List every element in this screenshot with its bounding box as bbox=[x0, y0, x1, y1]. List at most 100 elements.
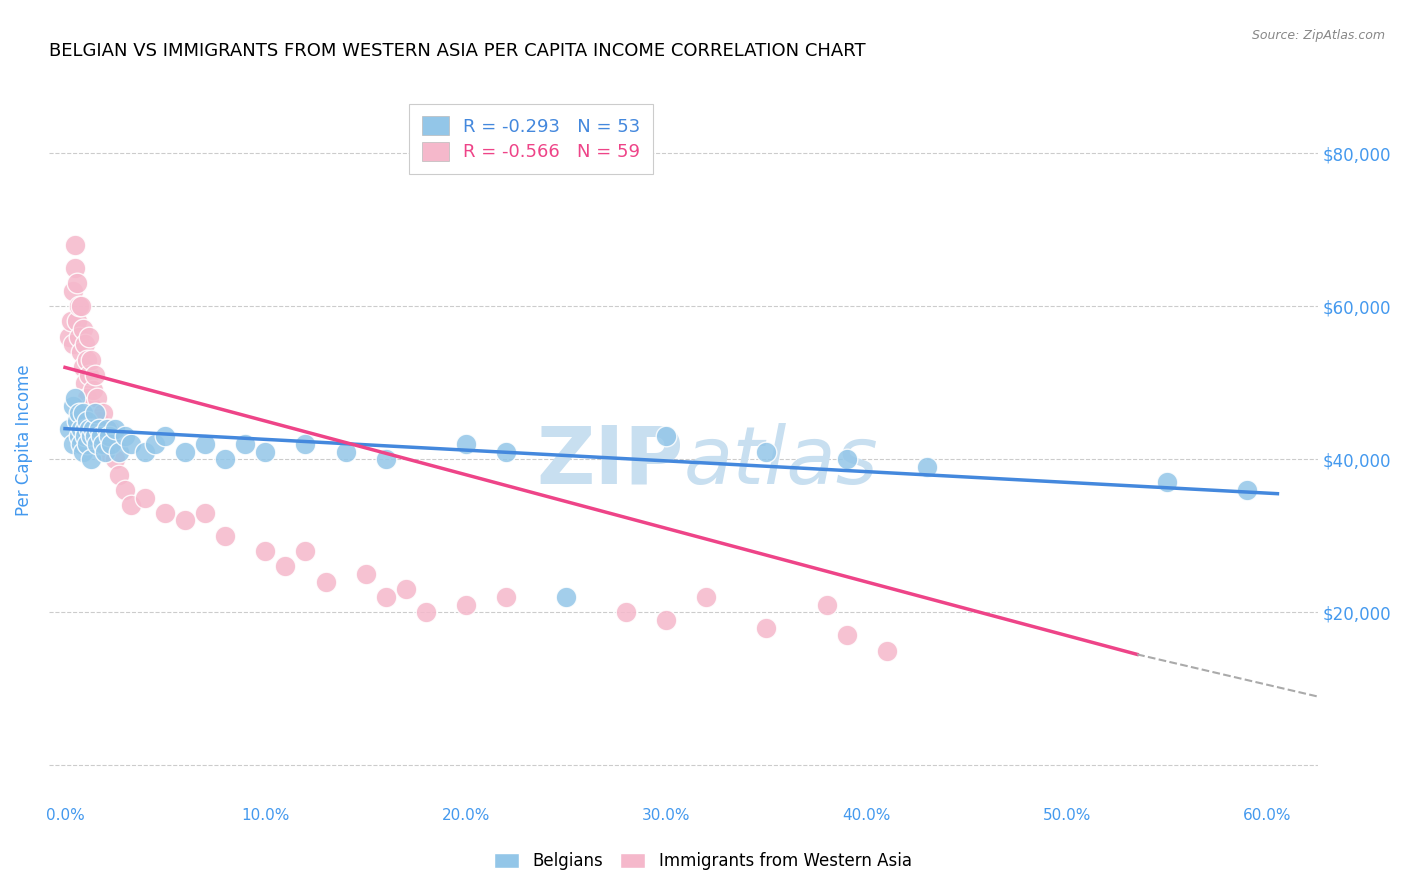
Point bbox=[58, 422, 80, 436]
Point bbox=[77, 422, 100, 436]
Point bbox=[72, 322, 94, 336]
Point bbox=[72, 406, 94, 420]
Point bbox=[76, 414, 98, 428]
Point bbox=[835, 628, 858, 642]
Point bbox=[274, 559, 297, 574]
Point bbox=[415, 605, 437, 619]
Point bbox=[454, 598, 477, 612]
Point bbox=[174, 513, 197, 527]
Point bbox=[62, 337, 84, 351]
Point bbox=[174, 444, 197, 458]
Point bbox=[915, 459, 938, 474]
Point bbox=[87, 422, 110, 436]
Point bbox=[1156, 475, 1178, 490]
Point bbox=[815, 598, 838, 612]
Point bbox=[395, 582, 418, 597]
Point bbox=[84, 429, 107, 443]
Point bbox=[108, 467, 131, 482]
Point bbox=[194, 506, 217, 520]
Point bbox=[134, 491, 156, 505]
Point bbox=[72, 444, 94, 458]
Point bbox=[254, 544, 277, 558]
Point bbox=[695, 590, 717, 604]
Point bbox=[66, 414, 89, 428]
Point bbox=[86, 437, 108, 451]
Point bbox=[66, 314, 89, 328]
Point bbox=[70, 437, 93, 451]
Point bbox=[94, 422, 117, 436]
Point bbox=[80, 429, 103, 443]
Point bbox=[294, 437, 316, 451]
Point bbox=[1236, 483, 1258, 497]
Point bbox=[77, 368, 100, 382]
Point bbox=[84, 406, 107, 420]
Point bbox=[104, 452, 127, 467]
Point bbox=[67, 406, 90, 420]
Point bbox=[155, 506, 177, 520]
Point bbox=[66, 277, 89, 291]
Point bbox=[67, 299, 90, 313]
Point bbox=[495, 444, 517, 458]
Legend: Belgians, Immigrants from Western Asia: Belgians, Immigrants from Western Asia bbox=[488, 846, 918, 877]
Point bbox=[73, 376, 96, 390]
Point bbox=[62, 284, 84, 298]
Legend: R = -0.293   N = 53, R = -0.566   N = 59: R = -0.293 N = 53, R = -0.566 N = 59 bbox=[409, 103, 652, 174]
Point bbox=[315, 574, 337, 589]
Point bbox=[82, 384, 104, 398]
Point bbox=[82, 422, 104, 436]
Point bbox=[194, 437, 217, 451]
Point bbox=[73, 422, 96, 436]
Point bbox=[91, 406, 114, 420]
Point bbox=[755, 444, 778, 458]
Point bbox=[114, 429, 136, 443]
Point bbox=[80, 399, 103, 413]
Point bbox=[84, 406, 107, 420]
Point bbox=[90, 437, 112, 451]
Point bbox=[655, 613, 678, 627]
Point bbox=[374, 590, 396, 604]
Point bbox=[70, 422, 93, 436]
Point bbox=[876, 643, 898, 657]
Point bbox=[555, 590, 578, 604]
Point bbox=[72, 360, 94, 375]
Point bbox=[100, 437, 122, 451]
Point bbox=[108, 444, 131, 458]
Point bbox=[67, 429, 90, 443]
Point bbox=[454, 437, 477, 451]
Point bbox=[90, 429, 112, 443]
Point bbox=[70, 345, 93, 359]
Point bbox=[354, 567, 377, 582]
Point bbox=[495, 590, 517, 604]
Point bbox=[120, 437, 142, 451]
Text: Source: ZipAtlas.com: Source: ZipAtlas.com bbox=[1251, 29, 1385, 42]
Point bbox=[94, 444, 117, 458]
Point bbox=[104, 422, 127, 436]
Point bbox=[63, 238, 86, 252]
Point bbox=[87, 414, 110, 428]
Point bbox=[70, 299, 93, 313]
Point bbox=[76, 352, 98, 367]
Point bbox=[84, 368, 107, 382]
Point bbox=[374, 452, 396, 467]
Point bbox=[755, 621, 778, 635]
Point bbox=[80, 452, 103, 467]
Point bbox=[67, 330, 90, 344]
Point bbox=[76, 391, 98, 405]
Point bbox=[214, 452, 236, 467]
Point bbox=[155, 429, 177, 443]
Point bbox=[60, 314, 83, 328]
Point bbox=[214, 529, 236, 543]
Point bbox=[294, 544, 316, 558]
Y-axis label: Per Capita Income: Per Capita Income bbox=[15, 364, 32, 516]
Point bbox=[96, 422, 118, 436]
Point bbox=[335, 444, 357, 458]
Point bbox=[614, 605, 637, 619]
Point bbox=[254, 444, 277, 458]
Point bbox=[73, 337, 96, 351]
Point bbox=[91, 437, 114, 451]
Point bbox=[100, 437, 122, 451]
Point bbox=[86, 391, 108, 405]
Point bbox=[655, 429, 678, 443]
Point bbox=[835, 452, 858, 467]
Text: atlas: atlas bbox=[683, 423, 877, 501]
